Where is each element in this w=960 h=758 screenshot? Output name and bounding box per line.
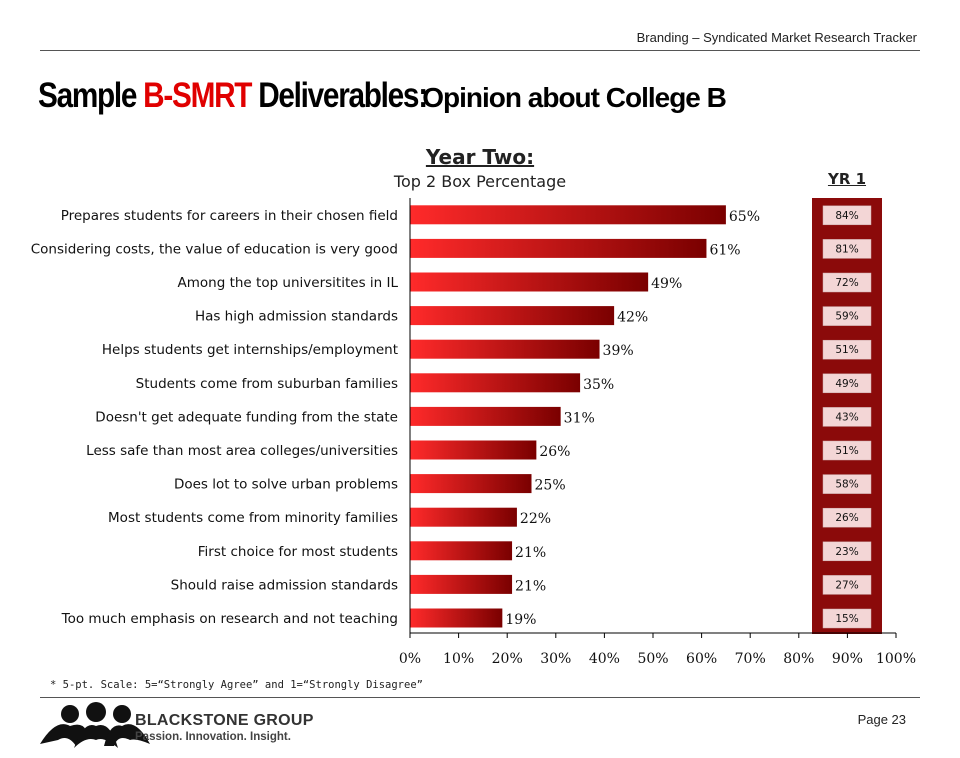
x-tick-label: 90% (832, 651, 863, 667)
page-title: Sample B-SMRT Deliverables: Opinion abou… (38, 76, 806, 116)
yr1-value-label: 84% (835, 210, 858, 222)
yr1-value-label: 26% (835, 512, 858, 524)
category-label: Students come from suburban families (136, 376, 398, 392)
bar-value-label: 26% (539, 444, 570, 460)
x-tick-label: 60% (686, 651, 717, 667)
yr1-value-label: 51% (835, 445, 858, 457)
bar-value-label: 22% (520, 511, 551, 527)
bar (410, 205, 726, 225)
category-label: Among the top universitites in IL (178, 275, 399, 291)
category-label: First choice for most students (198, 544, 398, 560)
category-label: Should raise admission standards (171, 577, 398, 593)
title-part-bsmrt: B-SMRT (143, 76, 252, 115)
yr1-value-label: 59% (835, 311, 858, 323)
bar-value-label: 31% (564, 410, 595, 426)
bar (410, 406, 561, 426)
x-tick-label: 30% (540, 651, 571, 667)
bar (410, 306, 615, 326)
bar (410, 541, 513, 561)
logo-people-icon (40, 702, 150, 748)
bar (410, 238, 707, 258)
company-name: BLACKSTONE GROUP (135, 712, 314, 729)
chart-subtitle: Top 2 Box Percentage (393, 172, 567, 191)
yr1-value-box (822, 407, 872, 427)
footer-divider (40, 697, 920, 698)
bar (410, 608, 503, 628)
x-tick-label: 50% (637, 651, 668, 667)
title-part-sample: Sample (38, 76, 144, 115)
category-label: Helps students get internships/employmen… (102, 342, 398, 358)
yr1-value-label: 15% (835, 613, 858, 625)
yr1-value-box (822, 440, 872, 461)
company-tagline: Passion. Innovation. Insight. (135, 731, 291, 743)
yr1-value-label: 43% (835, 411, 858, 423)
title-part-deliverables: Deliverables: (251, 76, 428, 115)
yr1-value-box (822, 205, 872, 226)
bar-value-label: 61% (709, 242, 740, 258)
footnote: * 5-pt. Scale: 5=“Strongly Agree” and 1=… (50, 679, 423, 691)
x-tick-label: 100% (876, 651, 916, 667)
bar-value-label: 35% (583, 377, 614, 393)
x-tick-label: 0% (399, 651, 421, 667)
yr1-value-box (822, 507, 872, 528)
bar-value-label: 21% (515, 545, 546, 561)
bar-chart: Prepares students for careers in their c… (31, 198, 916, 667)
bar (410, 574, 513, 594)
bar-value-label: 49% (651, 276, 682, 292)
bar (410, 272, 649, 292)
x-tick-label: 70% (735, 651, 766, 667)
yr1-value-label: 58% (835, 479, 858, 491)
yr1-value-label: 81% (835, 243, 858, 255)
bar (410, 507, 517, 527)
category-label: Doesn't get adequate funding from the st… (95, 409, 398, 425)
category-label: Too much emphasis on research and not te… (61, 611, 398, 627)
bar-value-label: 19% (505, 612, 536, 628)
yr1-value-box (822, 272, 872, 293)
yr1-value-box (822, 474, 872, 494)
header-divider (40, 50, 920, 51)
yr1-title: YR 1 (827, 170, 867, 188)
yr1-value-box (822, 608, 872, 629)
x-tick-label: 80% (783, 651, 814, 667)
yr1-value-box (822, 373, 872, 394)
category-label: Prepares students for careers in their c… (61, 208, 398, 224)
header-text: Branding – Syndicated Market Research Tr… (636, 30, 917, 45)
bar-value-label: 42% (617, 310, 648, 326)
x-tick-label: 40% (589, 651, 620, 667)
bar-value-label: 65% (729, 209, 760, 225)
category-label: Has high admission standards (195, 309, 398, 325)
chart-title: Year Two: (425, 145, 535, 169)
bar-value-label: 39% (603, 343, 634, 359)
yr1-value-label: 72% (835, 277, 858, 289)
bar-value-label: 21% (515, 578, 546, 594)
title-part-opinion: Opinion about College B (415, 82, 727, 113)
category-label: Does lot to solve urban problems (174, 477, 398, 493)
bar-value-label: 25% (535, 478, 566, 494)
bar (410, 373, 581, 393)
yr1-value-box (822, 541, 872, 562)
page-number: Page 23 (857, 712, 906, 727)
yr1-value-box (822, 306, 872, 326)
yr1-value-box (822, 239, 872, 259)
yr1-value-box (822, 575, 872, 595)
category-label: Most students come from minority familie… (108, 510, 398, 526)
yr1-value-label: 51% (835, 344, 858, 356)
yr1-value-label: 27% (835, 579, 858, 591)
bar (410, 474, 532, 494)
x-tick-label: 10% (443, 651, 474, 667)
category-label: Considering costs, the value of educatio… (31, 241, 398, 257)
yr1-value-label: 23% (835, 546, 858, 558)
category-label: Less safe than most area colleges/univer… (86, 443, 398, 459)
bar (410, 440, 537, 460)
yr1-value-label: 49% (835, 378, 858, 390)
yr1-value-box (822, 339, 872, 360)
bar (410, 339, 600, 359)
x-tick-label: 20% (492, 651, 523, 667)
